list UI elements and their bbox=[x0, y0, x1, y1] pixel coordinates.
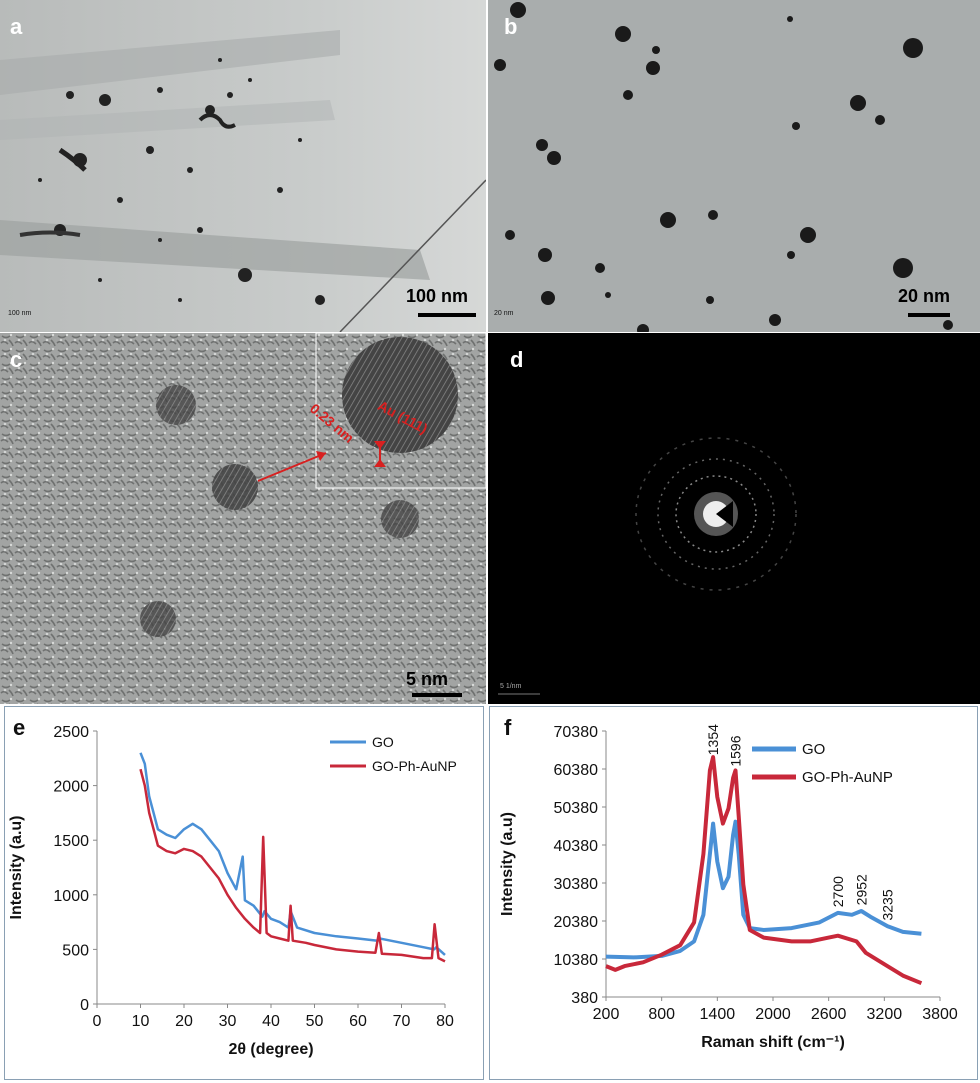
panel-label-d: d bbox=[510, 347, 524, 372]
legend-label: GO bbox=[372, 734, 394, 750]
saed-rings bbox=[488, 333, 980, 704]
x-tick-label: 200 bbox=[593, 1006, 620, 1023]
peak-label: 1354 bbox=[705, 724, 721, 755]
x-tick-label: 0 bbox=[93, 1013, 102, 1030]
y-tick-label: 380 bbox=[571, 990, 598, 1007]
y-tick-label: 40380 bbox=[554, 838, 599, 855]
raman-chart: 200 800 1400 2000 2600 3200 3800 380 10380 20380 3… bbox=[499, 724, 958, 1051]
tiny-scale-a: 100 nm bbox=[8, 310, 32, 317]
scale-label-c: 5 nm bbox=[406, 669, 449, 689]
x-tick-label: 80 bbox=[436, 1013, 454, 1030]
legend-label: GO-Ph-AuNP bbox=[802, 769, 893, 786]
peak-label: 3235 bbox=[880, 889, 896, 920]
hrtem-texture-c bbox=[0, 333, 486, 704]
peak-label: 2952 bbox=[853, 874, 869, 905]
legend-label: GO-Ph-AuNP bbox=[372, 758, 457, 774]
x-tick-label: 3200 bbox=[867, 1006, 903, 1023]
x-tick-label: 1400 bbox=[700, 1006, 736, 1023]
x-tick-label: 40 bbox=[262, 1013, 280, 1030]
scale-bar-b bbox=[908, 313, 950, 317]
panel-label-a: a bbox=[10, 14, 23, 39]
y-tick-label: 1500 bbox=[53, 833, 89, 850]
panel-label-b: b bbox=[504, 14, 518, 39]
x-tick-label: 20 bbox=[175, 1013, 193, 1030]
tiny-scale-d: 5 1/nm bbox=[500, 683, 522, 690]
xrd-chart: 0 10 20 30 40 50 60 70 80 0 500 1000 1500 2000 2500 2θ … bbox=[8, 724, 457, 1058]
y-tick-label: 2500 bbox=[53, 724, 89, 741]
scale-label-b: 20 nm bbox=[898, 286, 951, 306]
xrd-chart-panel: 0 10 20 30 40 50 60 70 80 0 500 1000 1500 2000 2500 2θ … bbox=[4, 706, 484, 1080]
tiny-scale-b: 20 nm bbox=[494, 310, 514, 317]
peak-label: 1596 bbox=[728, 735, 744, 766]
series-line-go bbox=[605, 819, 922, 960]
tem-image-a: a 100 nm 100 nm bbox=[0, 0, 486, 332]
x-axis-label: 2θ (degree) bbox=[228, 1041, 313, 1058]
tem-texture-a bbox=[0, 0, 486, 332]
scale-bar-c bbox=[412, 693, 462, 697]
y-axis-label: Intensity (a.u) bbox=[8, 815, 25, 919]
x-axis-label: Raman shift (cm⁻¹) bbox=[701, 1034, 845, 1051]
y-tick-label: 500 bbox=[62, 942, 89, 959]
y-tick-label: 1000 bbox=[53, 888, 89, 905]
panel-label-c: c bbox=[10, 347, 23, 372]
y-tick-label: 30380 bbox=[554, 876, 599, 893]
x-tick-label: 30 bbox=[219, 1013, 237, 1030]
x-tick-label: 2000 bbox=[755, 1006, 791, 1023]
panel-label-f: f bbox=[504, 715, 512, 740]
hrtem-image-c: c Au (111) 0.23 nm 5 nm bbox=[0, 333, 486, 704]
legend-label: GO bbox=[802, 741, 825, 758]
tem-texture-b bbox=[488, 0, 980, 332]
series-line-go-ph-aunp bbox=[605, 755, 923, 986]
x-tick-label: 800 bbox=[648, 1006, 675, 1023]
tem-image-b: b 20 nm 20 nm bbox=[488, 0, 980, 332]
saed-pattern-d: d 5 1/nm bbox=[488, 333, 980, 704]
scale-bar-a bbox=[418, 313, 476, 317]
series-line-go-ph-aunp bbox=[139, 768, 446, 963]
x-tick-label: 60 bbox=[349, 1013, 367, 1030]
raman-chart-panel: 200 800 1400 2000 2600 3200 3800 380 10380 20380 3… bbox=[489, 706, 978, 1080]
y-tick-label: 50380 bbox=[554, 800, 599, 817]
y-tick-label: 20380 bbox=[554, 914, 599, 931]
scale-label-a: 100 nm bbox=[406, 286, 469, 306]
x-tick-label: 70 bbox=[393, 1013, 411, 1030]
y-tick-label: 70380 bbox=[554, 724, 599, 741]
y-tick-label: 60380 bbox=[554, 762, 599, 779]
y-tick-label: 2000 bbox=[53, 779, 89, 796]
x-tick-label: 50 bbox=[306, 1013, 324, 1030]
x-tick-label: 10 bbox=[132, 1013, 150, 1030]
y-tick-label: 10380 bbox=[554, 952, 599, 969]
x-tick-label: 3800 bbox=[922, 1006, 958, 1023]
y-axis-label: Intensity (a.u) bbox=[499, 812, 516, 916]
y-tick-label: 0 bbox=[80, 997, 89, 1014]
x-tick-label: 2600 bbox=[811, 1006, 847, 1023]
peak-label: 2700 bbox=[830, 876, 846, 907]
panel-label-e: e bbox=[13, 715, 26, 740]
